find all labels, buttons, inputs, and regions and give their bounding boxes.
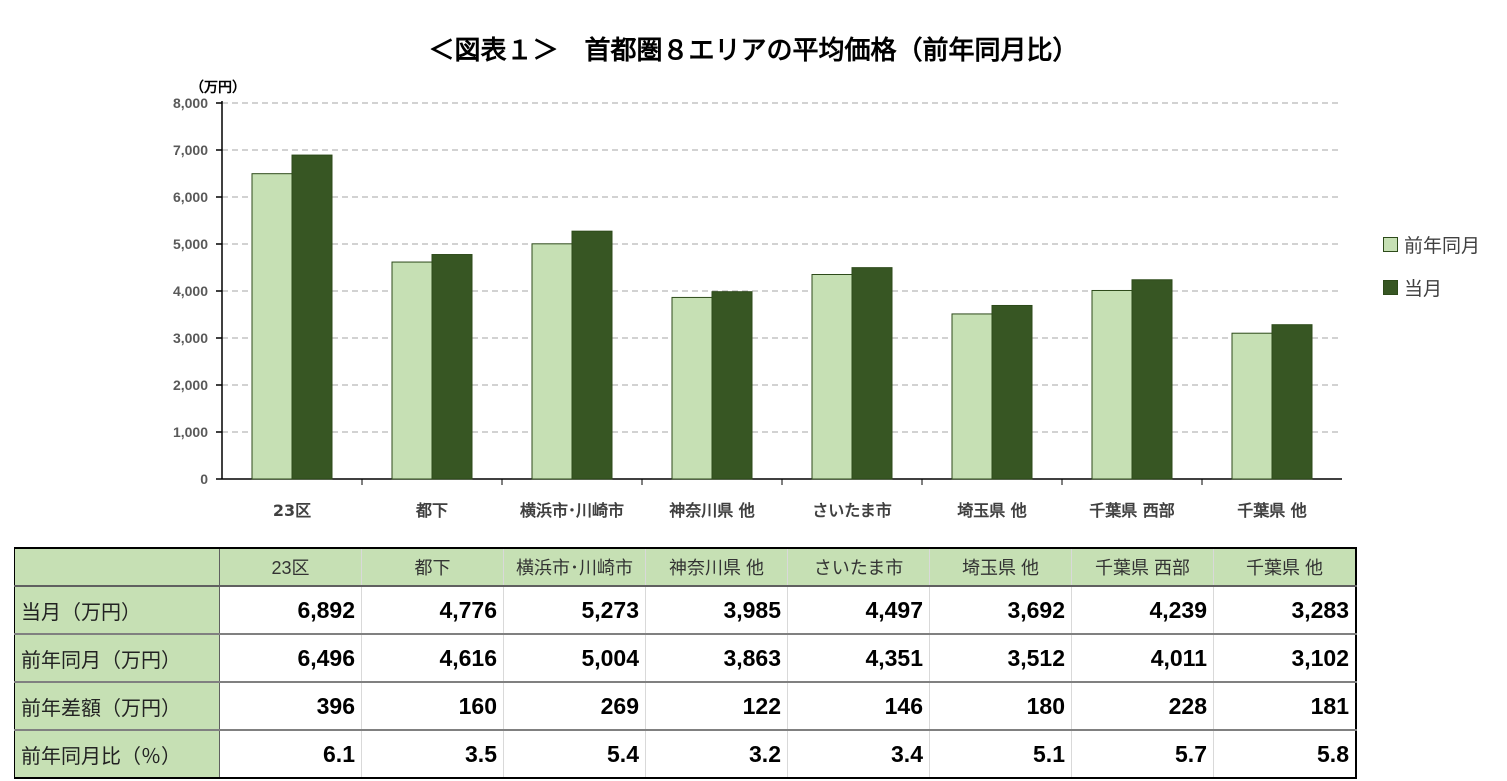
- y-tick-label: 1,000: [173, 424, 208, 440]
- table-cell: 4,239: [1071, 586, 1214, 635]
- bar-current-month: [431, 254, 473, 480]
- x-tick-label: 千葉県 他: [1237, 501, 1307, 520]
- table-cell: 146: [787, 682, 930, 731]
- row-label: 当月（万円）: [14, 586, 220, 635]
- table-cell: 3,102: [1213, 634, 1357, 683]
- bar-current-month: [1271, 324, 1313, 480]
- table-cell: 4,011: [1071, 634, 1214, 683]
- y-tick-label: 4,000: [173, 283, 208, 299]
- chart-title: ＜図表１＞ 首都圏８エリアの平均価格（前年同月比）: [428, 36, 1079, 66]
- bar-previous-year: [1231, 332, 1273, 480]
- row-label: 前年同月比（％）: [14, 730, 220, 779]
- table-cell: 3.5: [361, 730, 504, 779]
- corner-cell: [14, 548, 220, 587]
- column-header: 埼玉県 他: [929, 548, 1072, 587]
- table-cell: 5.7: [1071, 730, 1214, 779]
- column-header: さいたま市: [787, 548, 930, 587]
- table-cell: 122: [645, 682, 788, 731]
- bar-current-month: [991, 304, 1033, 480]
- x-tick-label: 横浜市･川崎市: [520, 501, 624, 520]
- x-tick-label: 埼玉県 他: [957, 501, 1027, 520]
- bar-previous-year: [811, 274, 853, 480]
- bar-previous-year: [531, 243, 573, 480]
- table-cell: 3.4: [787, 730, 930, 779]
- table-cell: 6,496: [219, 634, 362, 683]
- x-tick-label: 23区: [273, 501, 311, 520]
- bar-previous-year: [951, 313, 993, 480]
- table-cell: 5.4: [503, 730, 646, 779]
- bar-chart: 0 1,000 2,000 3,000 4,000 5,000 6,000 7,000 8,00…: [173, 80, 1342, 520]
- column-header: 千葉県 西部: [1071, 548, 1214, 587]
- x-tick-label: 神奈川県 他: [669, 501, 755, 520]
- row-label: 前年同月（万円）: [14, 634, 220, 683]
- table-cell: 5,004: [503, 634, 646, 683]
- y-tick-label: 5,000: [173, 236, 208, 252]
- table-cell: 160: [361, 682, 504, 731]
- y-tick-label: 7,000: [173, 142, 208, 158]
- row-label: 前年差額（万円）: [14, 682, 220, 731]
- bar-previous-year: [1091, 289, 1133, 480]
- table-cell: 5.8: [1213, 730, 1357, 779]
- column-header: 神奈川県 他: [645, 548, 788, 587]
- y-tick-label: 3,000: [173, 330, 208, 346]
- table-cell: 3,985: [645, 586, 788, 635]
- legend-item-current-month: 当月: [1383, 274, 1442, 301]
- legend-swatch-current-month: [1383, 280, 1398, 295]
- table-cell: 4,351: [787, 634, 930, 683]
- table-cell: 396: [219, 682, 362, 731]
- data-table: 23区 都下 横浜市･川崎市 神奈川県 他さいたま市 埼玉県 他千葉県 西部 千葉県 他当…: [14, 547, 1357, 779]
- table-cell: 3,512: [929, 634, 1072, 683]
- bar-current-month: [1131, 279, 1173, 480]
- x-tick-label: 千葉県 西部: [1089, 501, 1175, 520]
- table-cell: 180: [929, 682, 1072, 731]
- x-tick-label: さいたま市: [812, 501, 892, 520]
- table-cell: 4,497: [787, 586, 930, 635]
- bar-current-month: [571, 230, 613, 480]
- column-header: 23区: [219, 548, 362, 587]
- y-tick-label: 2,000: [173, 377, 208, 393]
- table-row: 前年同月比（％） 6.1 3.5 5.4 3.2 3.4 5.1 5.7 5.8: [14, 730, 1357, 779]
- y-tick-label: 6,000: [173, 189, 208, 205]
- table-header-row: 23区 都下 横浜市･川崎市 神奈川県 他さいたま市 埼玉県 他千葉県 西部 千葉県 他: [14, 548, 1357, 587]
- bar-current-month: [851, 267, 893, 480]
- bar-current-month: [291, 154, 333, 480]
- bar-previous-year: [391, 261, 433, 480]
- bar-previous-year: [671, 296, 713, 480]
- table-cell: 269: [503, 682, 646, 731]
- table-cell: 3.2: [645, 730, 788, 779]
- y-tick-label: 0: [200, 471, 208, 487]
- column-header: 都下: [361, 548, 504, 587]
- x-tick-label: 都下: [415, 501, 448, 520]
- y-tick-label: 8,000: [173, 95, 208, 111]
- table-cell: 6,892: [219, 586, 362, 635]
- table-cell: 5,273: [503, 586, 646, 635]
- table-cell: 4,776: [361, 586, 504, 635]
- table-cell: 4,616: [361, 634, 504, 683]
- legend-label: 前年同月: [1404, 235, 1481, 257]
- column-header: 千葉県 他: [1213, 548, 1357, 587]
- legend-item-previous-year: 前年同月: [1383, 231, 1480, 258]
- bar-current-month: [711, 291, 753, 480]
- table-cell: 3,283: [1213, 586, 1357, 635]
- table-cell: 5.1: [929, 730, 1072, 779]
- table-cell: 6.1: [219, 730, 362, 779]
- table-cell: 228: [1071, 682, 1214, 731]
- table-cell: 3,863: [645, 634, 788, 683]
- table-row: 前年差額（万円） 396 160 269 122 146 180 228 181: [14, 682, 1357, 731]
- column-header: 横浜市･川崎市: [503, 548, 646, 587]
- table-cell: 3,692: [929, 586, 1072, 635]
- table-cell: 181: [1213, 682, 1357, 731]
- legend-swatch-previous-year: [1383, 237, 1398, 252]
- y-axis-unit-label: （万円）: [190, 80, 246, 96]
- legend-label: 当月: [1404, 278, 1443, 300]
- table-row: 当月（万円） 6,892 4,776 5,273 3,985 4,497 3,692 4,23…: [14, 586, 1357, 635]
- bar-previous-year: [251, 173, 293, 480]
- table-row: 前年同月（万円） 6,496 4,616 5,004 3,863 4,351 3,512 4,…: [14, 634, 1357, 683]
